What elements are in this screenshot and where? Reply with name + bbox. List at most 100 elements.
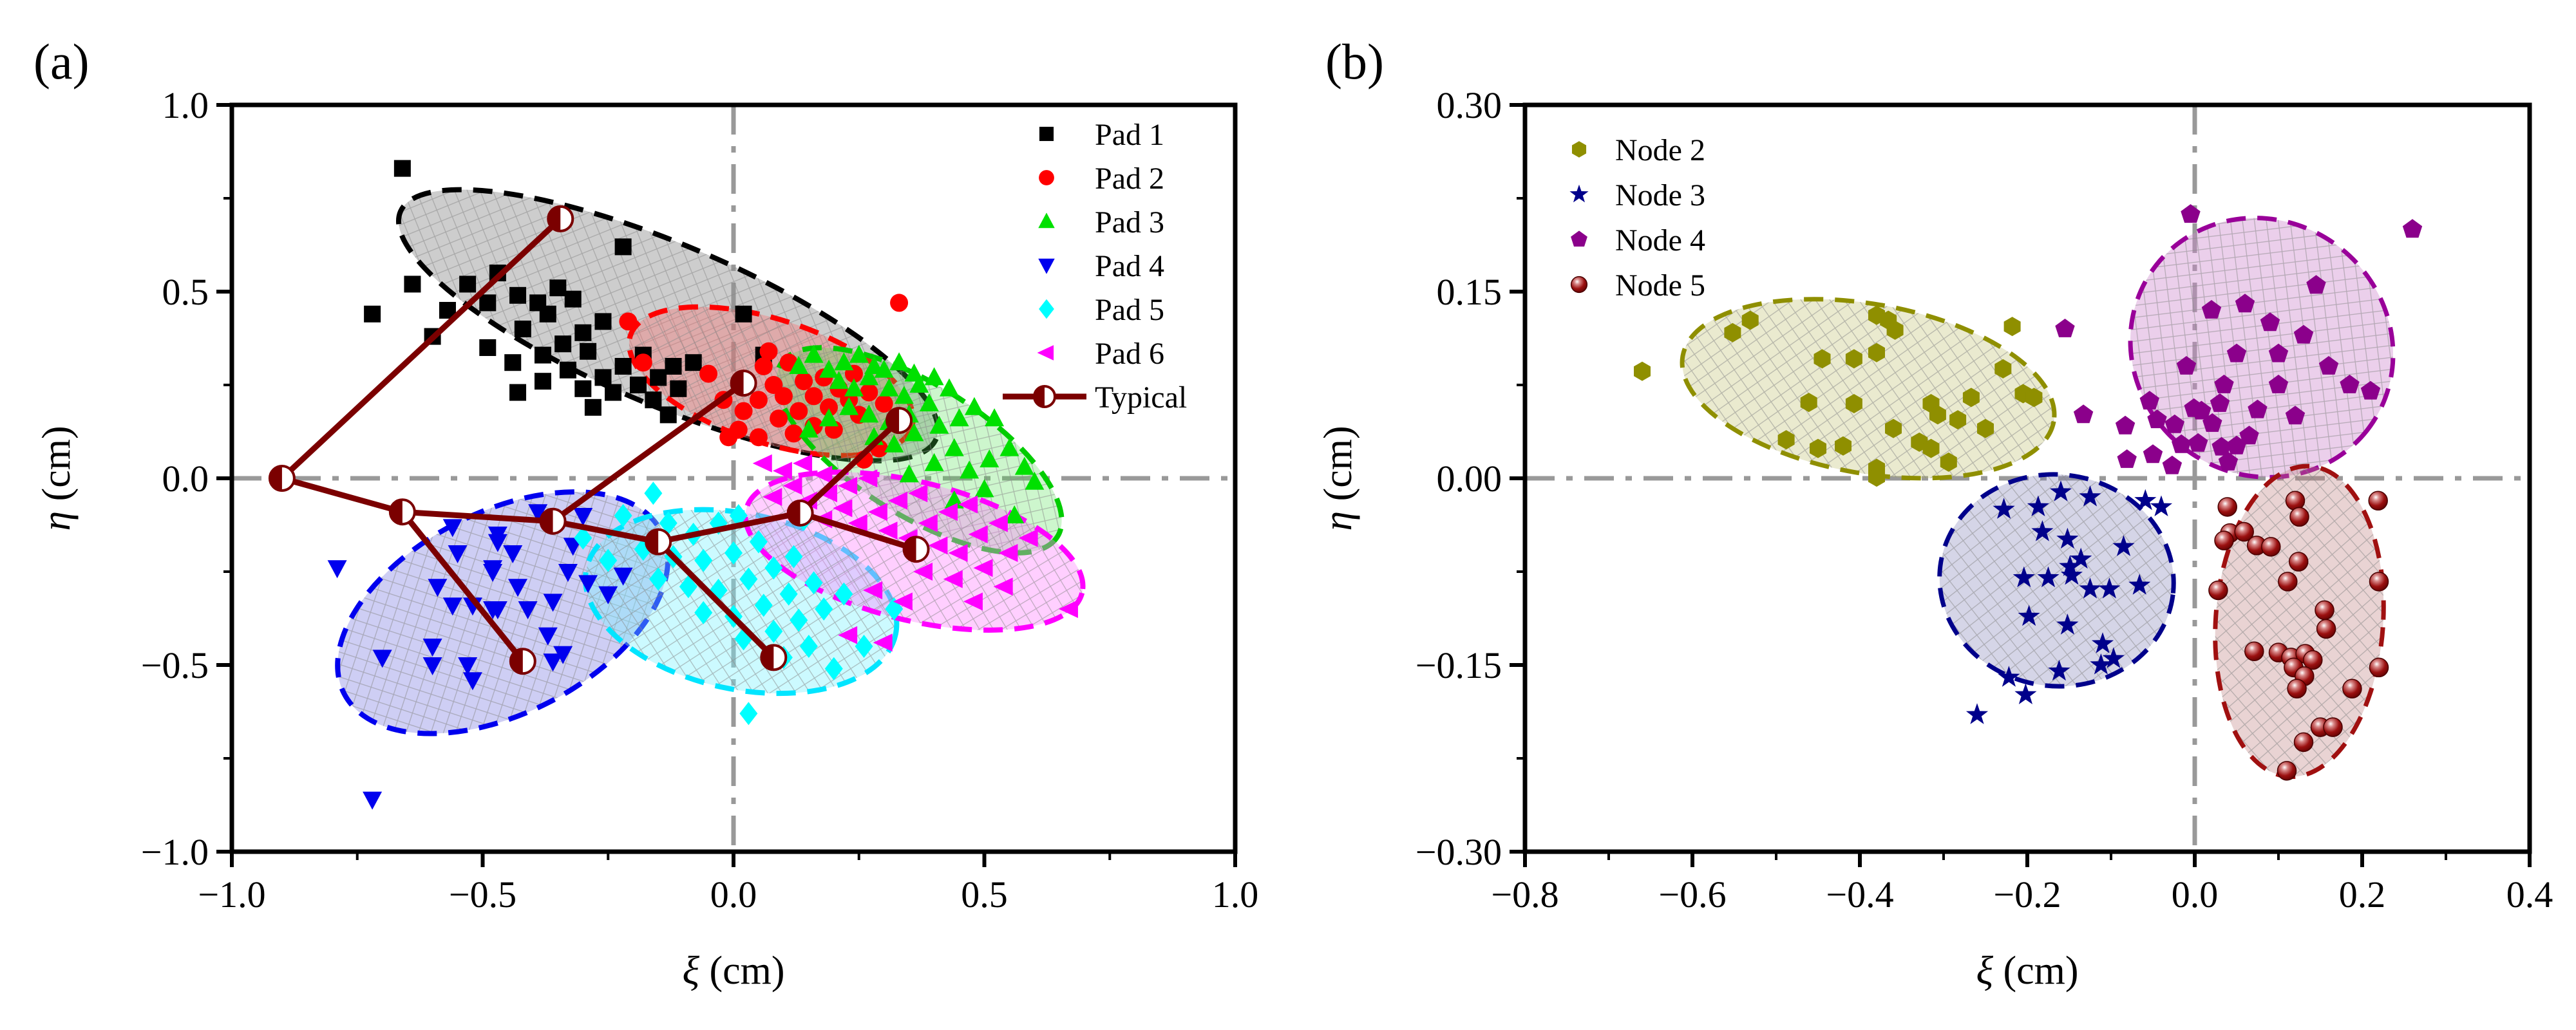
star-marker xyxy=(2056,527,2079,549)
diamond-marker xyxy=(724,541,743,565)
square-marker xyxy=(509,286,527,304)
y-axis-label: η (cm) xyxy=(1316,426,1360,530)
triangle-left-marker xyxy=(752,454,772,473)
circle-marker xyxy=(875,395,893,413)
square-marker xyxy=(504,354,522,371)
panel-a: −1.0 −0.5 0.0 0.5 1.0 1.0 0.5 0.0 −0.5 −1.0 ξ (cm)… xyxy=(33,33,1258,993)
hexagon-marker xyxy=(1845,394,1862,413)
y-axis-label: η (cm) xyxy=(35,426,79,530)
pentagon-marker xyxy=(2162,455,2183,474)
triangle-left-marker xyxy=(943,570,963,588)
circle-marker xyxy=(820,398,838,417)
triangle-down-marker xyxy=(553,646,573,664)
triangle-up-marker xyxy=(919,393,939,411)
typical-node-marker xyxy=(509,648,536,675)
sphere-marker xyxy=(2285,491,2306,511)
circle-marker xyxy=(795,372,813,391)
triangle-down-marker xyxy=(528,504,548,523)
triangle-down-marker xyxy=(422,657,442,675)
typical-node-marker xyxy=(786,499,814,527)
hexagon-marker xyxy=(1886,320,1904,340)
diamond-marker xyxy=(754,594,773,617)
sphere-marker xyxy=(2214,530,2234,550)
triangle-down-marker xyxy=(488,601,507,619)
pentagon-marker xyxy=(2214,375,2234,393)
series-pad-4 xyxy=(327,504,633,810)
triangle-down-marker xyxy=(462,672,482,691)
legend-item-label: Pad 4 xyxy=(1095,249,1164,283)
triangle-left-marker xyxy=(838,626,858,644)
triangle-left-marker xyxy=(958,495,978,514)
pentagon-marker xyxy=(2285,406,2306,425)
square-marker xyxy=(659,406,677,424)
triangle-left-marker xyxy=(913,563,933,581)
diamond-marker xyxy=(694,601,713,624)
triangle-up-marker xyxy=(944,438,964,456)
typical-node-marker xyxy=(730,370,757,397)
pentagon-marker xyxy=(2226,343,2247,362)
square-marker xyxy=(584,398,601,416)
triangle-left-marker xyxy=(873,633,893,652)
diamond-marker xyxy=(739,702,758,726)
diamond-marker xyxy=(739,567,758,591)
square-marker xyxy=(650,369,667,386)
triangle-down-marker xyxy=(442,597,462,616)
triangle-left-marker xyxy=(928,536,948,555)
circle-marker xyxy=(749,391,768,409)
pentagon-marker xyxy=(2202,413,2222,432)
x-tick-label: −1.0 xyxy=(198,874,265,915)
legend-item-node-4: Node 4 xyxy=(1571,223,1705,258)
triangle-down-marker xyxy=(488,534,507,552)
typical-node-marker xyxy=(902,536,930,563)
triangle-left-marker xyxy=(878,521,898,540)
triangle-left-marker xyxy=(782,476,802,495)
diamond-marker xyxy=(644,482,663,505)
x-tick-label: −0.6 xyxy=(1658,874,1726,915)
triangle-up-marker xyxy=(789,356,809,374)
triangle-down-marker xyxy=(508,579,528,597)
cluster-region-node-3 xyxy=(1937,472,2176,689)
triangle-left-marker xyxy=(938,503,958,521)
typical-node-marker xyxy=(1033,385,1056,408)
panel-label-b: (b) xyxy=(1325,33,1384,89)
star-marker xyxy=(2102,647,2125,668)
x-tick-label: −0.8 xyxy=(1491,874,1558,915)
hexagon-marker xyxy=(2025,388,2043,407)
star-marker xyxy=(1993,498,2015,519)
pentagon-marker xyxy=(2360,380,2381,400)
legend-item-label: Node 4 xyxy=(1615,223,1705,258)
hexagon-marker xyxy=(2003,317,2021,337)
hexagon-marker xyxy=(1800,393,1817,413)
circle-marker xyxy=(749,428,768,447)
legend-item-label: Typical xyxy=(1095,380,1187,415)
legend-item-node-5: Node 5 xyxy=(1570,268,1705,303)
pentagon-marker xyxy=(2192,400,2211,420)
star-marker xyxy=(2079,485,2101,507)
triangle-up-marker xyxy=(819,359,839,378)
x-tick-label: 1.0 xyxy=(1212,874,1259,915)
triangle-left-marker xyxy=(968,525,988,543)
triangle-up-marker xyxy=(819,408,839,427)
star-marker xyxy=(2090,653,2112,675)
typical-edge xyxy=(551,380,746,524)
diamond-marker xyxy=(659,511,677,535)
typical-edge xyxy=(552,518,659,545)
pentagon-marker xyxy=(2306,275,2326,294)
triangle-up-marker xyxy=(829,371,849,389)
diamond-marker xyxy=(790,608,808,632)
typical-node-marker xyxy=(388,498,416,526)
x-axis-label: ξ (cm) xyxy=(682,949,784,993)
pentagon-marker xyxy=(2340,375,2360,393)
triangle-left-marker xyxy=(993,577,1013,596)
hexagon-marker xyxy=(1571,141,1587,158)
triangle-up-marker xyxy=(999,438,1019,456)
y-tick-label: 0.0 xyxy=(162,458,209,500)
pentagon-marker xyxy=(2164,414,2184,433)
square-marker xyxy=(554,335,572,353)
typical-edge xyxy=(400,510,526,664)
square-marker xyxy=(479,339,497,356)
sphere-marker xyxy=(2287,679,2307,698)
typical-edge xyxy=(658,510,801,545)
typical-edge xyxy=(798,418,902,516)
panel-b: −0.8 −0.6 −0.4 −0.2 0.0 0.2 0.4 0.30 0.15 0.00 −0.… xyxy=(1316,33,2553,993)
